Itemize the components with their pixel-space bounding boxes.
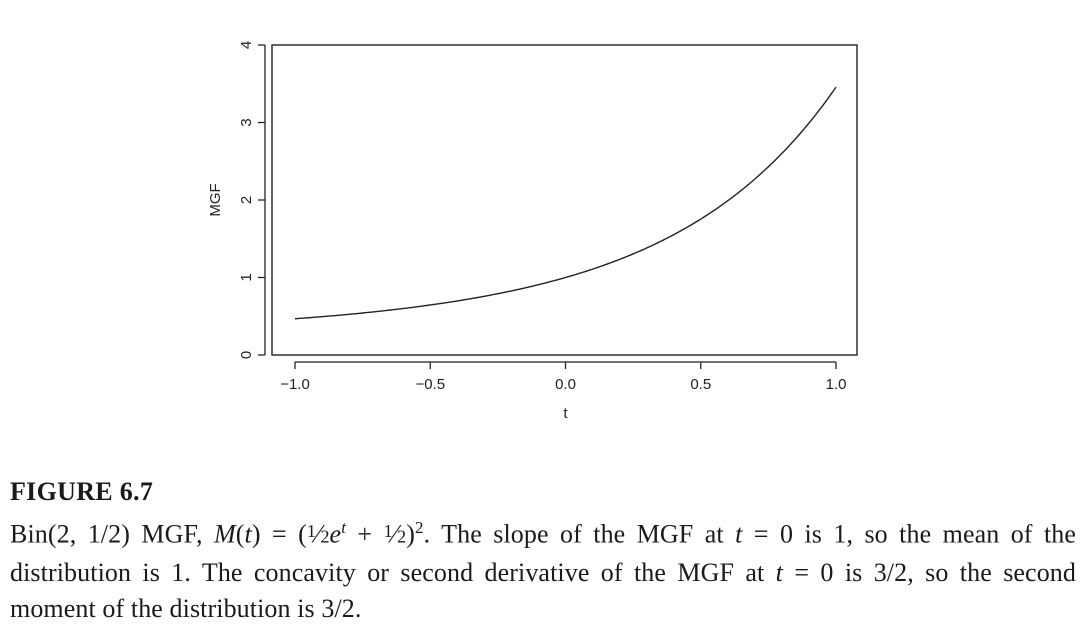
figure-caption-text: Bin(2, 1/2) MGF, M(t) = (1⁄2et + 1⁄2)2. … — [10, 518, 1077, 623]
y-axis-label: MGF — [207, 183, 224, 216]
mgf-curve — [294, 86, 837, 320]
y-tick-label: 0 — [238, 351, 255, 359]
figure-label: FIGURE 6.7 — [10, 477, 154, 506]
x-tick-label: −0.5 — [415, 376, 445, 393]
figure-caption: FIGURE 6.7 Bin(2, 1/2) MGF, M(t) = (1⁄2e… — [10, 474, 1076, 627]
y-tick-label: 3 — [238, 118, 255, 126]
y-tick-label: 4 — [238, 41, 255, 49]
x-tick-label: 0.5 — [690, 376, 711, 393]
x-tick-label: 1.0 — [826, 376, 847, 393]
y-tick-label: 1 — [238, 273, 255, 281]
plot-frame — [271, 44, 858, 356]
x-tick-label: −1.0 — [280, 376, 310, 393]
x-tick-label: 0.0 — [555, 376, 576, 393]
mgf-chart: −1.0 −0.5 0.0 0.5 1.0 0 1 2 3 4 t MGF — [207, 41, 858, 422]
y-tick-label: 2 — [238, 196, 255, 204]
x-axis-label: t — [563, 405, 568, 422]
